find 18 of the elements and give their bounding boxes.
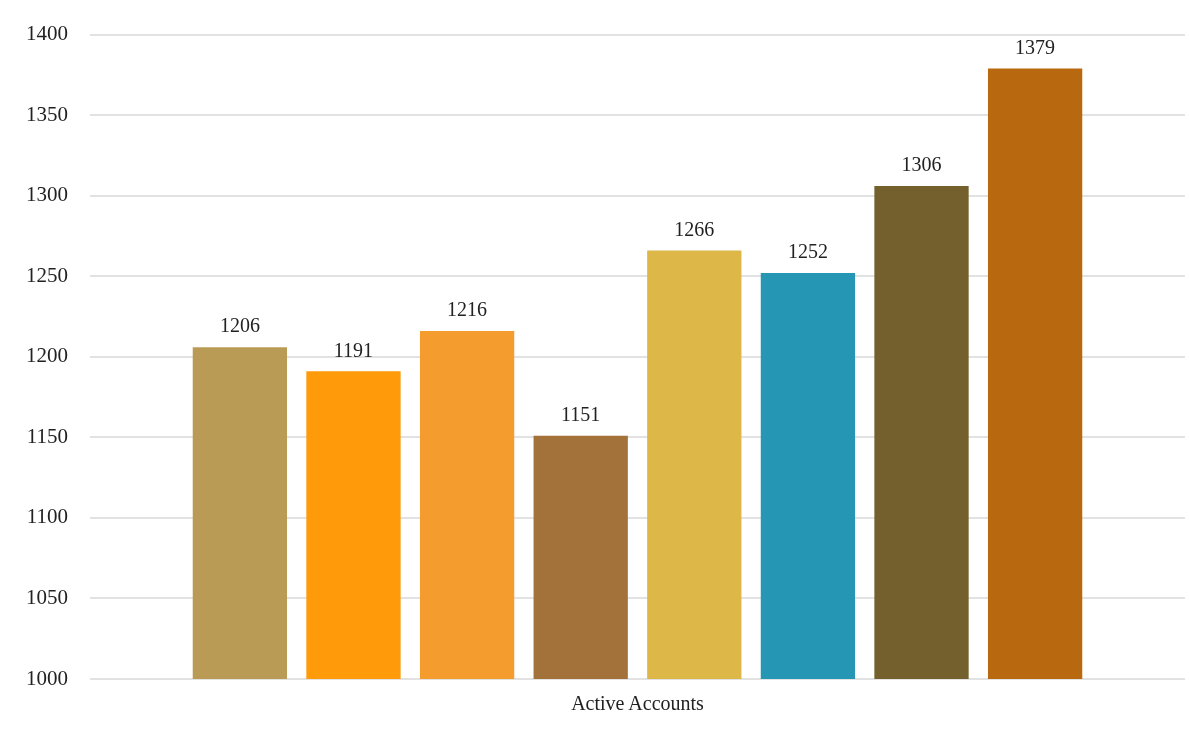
data-label: 1306 bbox=[901, 153, 942, 176]
y-tick-label: 1400 bbox=[26, 21, 68, 46]
data-label: 1379 bbox=[1015, 35, 1056, 58]
data-label: 1206 bbox=[219, 314, 260, 337]
x-tick-label: Active Accounts bbox=[571, 692, 705, 715]
data-label: 1252 bbox=[787, 240, 828, 263]
y-tick-label: 1000 bbox=[26, 665, 68, 690]
y-tick-label: 1350 bbox=[26, 101, 68, 126]
data-label: 1216 bbox=[447, 298, 488, 321]
y-tick-label: 1150 bbox=[26, 423, 68, 448]
y-tick-label: 1200 bbox=[26, 343, 68, 368]
data-label: 1266 bbox=[674, 217, 715, 240]
y-tick-label: 1050 bbox=[26, 584, 68, 609]
data-label: 1191 bbox=[333, 338, 374, 361]
y-tick-label: 1100 bbox=[26, 504, 68, 529]
data-label: 1151 bbox=[561, 402, 601, 425]
y-tick-label: 1300 bbox=[26, 182, 68, 207]
y-tick-label: 1250 bbox=[26, 262, 68, 287]
